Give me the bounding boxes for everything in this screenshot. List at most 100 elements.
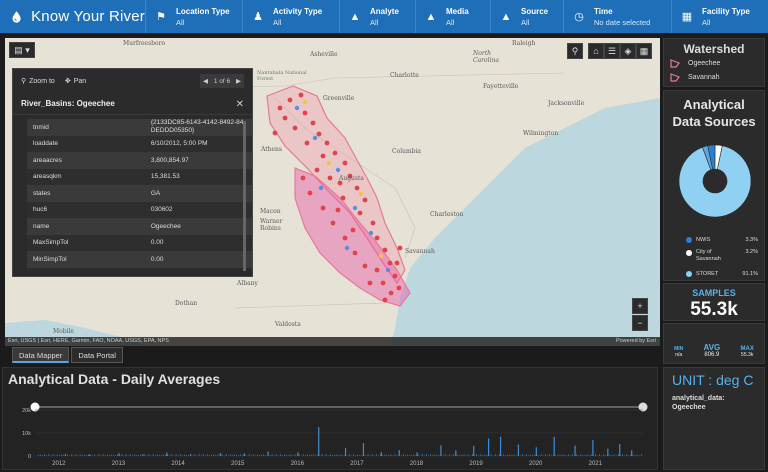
unit-sub-line1: analytical_data: xyxy=(672,395,725,402)
chart-bar xyxy=(630,454,632,456)
popup-scrollbar[interactable] xyxy=(243,121,246,271)
chart-bar xyxy=(478,455,479,456)
chart-bar xyxy=(599,453,600,456)
donut-slice[interactable] xyxy=(678,145,752,218)
legend-swatch xyxy=(686,271,692,277)
range-slider-end-handle[interactable] xyxy=(638,402,648,412)
chart-bar xyxy=(415,455,417,456)
basemap-toggle-button[interactable]: ▤ ▾ xyxy=(9,42,35,58)
stats-row: MIN n/a AVG 806.9 MAX 55.3k xyxy=(664,324,764,363)
attr-key: huc6 xyxy=(27,201,145,218)
daily-averages-chart[interactable]: 20k 10k 0 2012 2013 2014 2015 2016 2017 2018 2019 2… xyxy=(3,370,657,470)
filter-time[interactable]: ◷ Time No date selected xyxy=(564,0,672,33)
attr-value: 0.00 xyxy=(144,251,252,268)
chart-bar xyxy=(536,454,538,456)
chart-bar xyxy=(574,445,576,456)
chart-bar xyxy=(634,454,636,456)
filter-activity-type[interactable]: ♟ Activity Type All xyxy=(243,0,340,33)
chart-bar xyxy=(503,454,505,456)
chart-bar xyxy=(204,455,206,456)
chart-bar xyxy=(165,455,167,456)
attr-key: areaacres xyxy=(27,152,145,169)
chart-bar xyxy=(154,455,156,456)
tab-data-portal[interactable]: Data Portal xyxy=(71,347,123,363)
list-icon[interactable]: ☰ xyxy=(604,43,620,59)
legend-item-storet[interactable]: STORET 91.1% xyxy=(686,271,762,277)
prev-icon[interactable]: ◀ xyxy=(202,78,208,85)
chart-bar xyxy=(229,454,231,456)
sources-donut-chart[interactable] xyxy=(665,139,765,229)
chart-bar xyxy=(603,454,605,456)
filter-media[interactable]: ▲ Media All xyxy=(416,0,491,33)
chart-bar xyxy=(592,440,594,456)
chart-bar xyxy=(275,453,277,456)
attr-key: loaddate xyxy=(27,135,145,152)
layers-icon[interactable]: ◈ xyxy=(620,43,636,59)
chart-bar xyxy=(171,453,173,456)
range-slider-start-handle[interactable] xyxy=(30,402,40,412)
legend-item-nwis[interactable]: NWIS 3.3% xyxy=(686,237,762,243)
chart-bar xyxy=(192,455,194,456)
chart-bar xyxy=(265,455,267,456)
activity-icon: ♟ xyxy=(253,11,263,23)
y-tick-label: 10k xyxy=(22,431,31,437)
chart-bar xyxy=(505,455,507,456)
x-tick-label: 2013 xyxy=(112,461,126,467)
zoom-in-button[interactable]: + xyxy=(632,298,648,314)
table-row: loaddate 6/10/2012, 5:00 PM xyxy=(27,135,252,152)
chart-bar xyxy=(430,454,431,456)
chart-bar xyxy=(225,453,227,456)
popup-pager[interactable]: ◀ 1 of 6 ▶ xyxy=(200,74,244,88)
chart-bar xyxy=(582,454,584,456)
chart-bar xyxy=(209,454,210,456)
map-label: Dothan xyxy=(175,300,198,307)
legend-item-savannah[interactable]: City of Savannah 3.2% xyxy=(686,249,762,263)
grid-icon[interactable]: ▦ xyxy=(636,43,652,59)
app-title: Know Your River xyxy=(31,8,145,25)
x-tick-label: 2014 xyxy=(171,461,185,467)
chart-bar xyxy=(338,455,340,456)
legend-label: NWIS xyxy=(696,237,711,243)
chart-bar xyxy=(605,455,607,456)
filter-location-type[interactable]: ⚑ Location Type All xyxy=(146,0,243,33)
chart-bar xyxy=(467,454,469,456)
chart-bar xyxy=(184,454,185,456)
close-icon[interactable]: ✕ xyxy=(235,99,244,110)
attr-value: {2133DC85-6143-4142-8492-84DEDDD05350} xyxy=(144,119,252,136)
donut-slice[interactable] xyxy=(702,145,713,171)
chart-bar xyxy=(386,454,388,456)
chart-bar xyxy=(42,455,43,456)
chart-bar xyxy=(394,453,396,456)
next-icon[interactable]: ▶ xyxy=(236,78,242,85)
watershed-item-savannah[interactable]: Savannah xyxy=(664,70,764,84)
table-row: states GA xyxy=(27,185,252,202)
filter-facility-type[interactable]: ▦ Facility Type All xyxy=(672,0,768,33)
chart-bar xyxy=(348,453,350,456)
filter-value: All xyxy=(702,17,711,27)
chart-bar xyxy=(559,454,561,456)
filter-analyte[interactable]: ▲ Analyte All xyxy=(340,0,416,33)
zoom-out-button[interactable]: − xyxy=(632,315,648,331)
brand: Know Your River xyxy=(0,0,146,33)
chart-bar xyxy=(632,454,634,456)
home-icon[interactable]: ⌂ xyxy=(588,43,604,59)
search-icon[interactable]: ⚲ xyxy=(567,43,583,59)
chart-bar xyxy=(148,453,150,456)
watershed-item-ogeechee[interactable]: Ogeechee xyxy=(664,56,764,70)
sources-title-line1: Analytical xyxy=(683,97,745,112)
filter-source[interactable]: ▲ Source All xyxy=(491,0,564,33)
tab-data-mapper[interactable]: Data Mapper xyxy=(12,347,70,363)
chart-bar xyxy=(104,455,106,456)
chart-bar xyxy=(263,454,265,456)
chart-bar xyxy=(434,454,436,456)
chart-bar xyxy=(232,455,233,456)
zoom-to-button[interactable]: Zoom to xyxy=(29,77,55,85)
chart-bar xyxy=(56,454,58,456)
pan-button[interactable]: Pan xyxy=(73,77,87,85)
legend-label: STORET xyxy=(696,271,719,277)
chart-bar xyxy=(327,455,329,456)
chart-bar xyxy=(254,455,256,456)
unit-sub-line2: Ogeechee xyxy=(672,404,706,411)
attr-key: MinSimpTol xyxy=(27,251,145,268)
map-label: Columbia xyxy=(392,148,422,155)
